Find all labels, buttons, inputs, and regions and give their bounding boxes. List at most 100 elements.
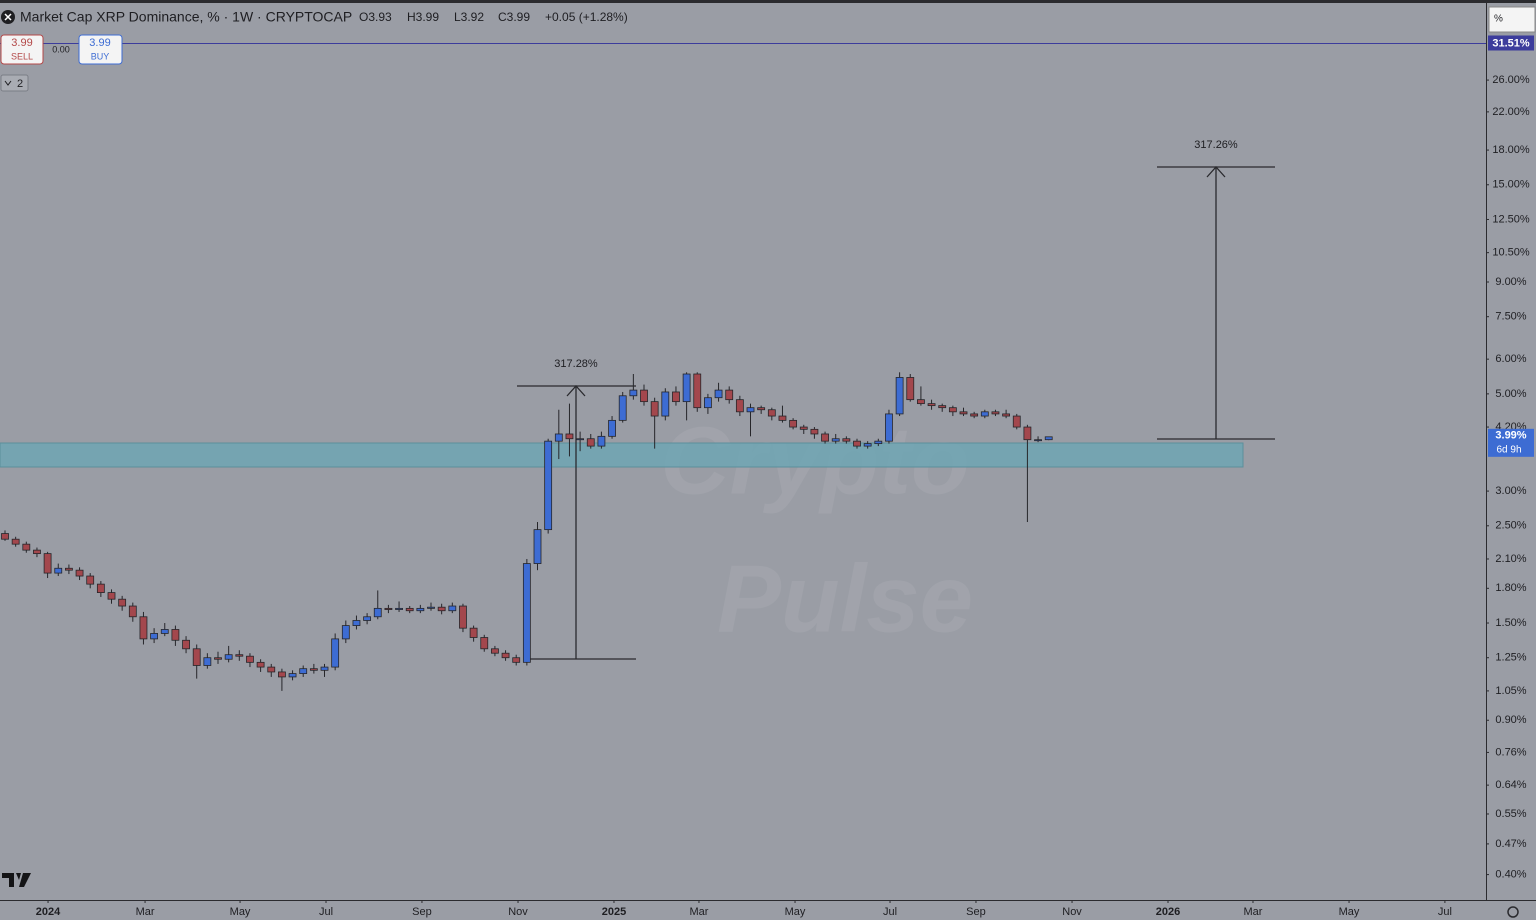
- measure-left: [517, 385, 636, 660]
- candle-body: [501, 652, 510, 659]
- settings-icon[interactable]: [1507, 906, 1519, 918]
- price-line-label-bg: [1488, 35, 1534, 51]
- ohlc-high: H3.99: [407, 10, 439, 24]
- candle-body: [597, 435, 606, 447]
- y-tick-label: 6.00%: [1495, 353, 1526, 365]
- candle-body: [11, 538, 20, 545]
- candle-body: [970, 413, 979, 417]
- candle-body: [895, 377, 904, 415]
- candle-body: [618, 395, 627, 421]
- candle-body: [512, 657, 521, 663]
- candle-body: [704, 397, 712, 409]
- x-tick-label: Mar: [689, 906, 708, 918]
- candle-body: [341, 625, 350, 640]
- x-tick-label: 2024: [36, 906, 61, 918]
- candle-body: [235, 654, 244, 657]
- measure-arrow: [566, 385, 586, 397]
- candle-body: [672, 391, 680, 403]
- candle-body: [278, 671, 286, 678]
- candle-body: [416, 607, 425, 612]
- y-tick-label: 26.00%: [1492, 74, 1530, 86]
- candle-body: [693, 373, 702, 409]
- y-tick-label: 1.80%: [1495, 582, 1526, 594]
- x-tick-label: Nov: [508, 906, 528, 918]
- candle-body: [810, 428, 819, 435]
- buy-price: 3.99: [89, 37, 110, 49]
- candle-body: [544, 440, 553, 531]
- watermark-text: Pulse: [717, 545, 973, 652]
- candle-body: [299, 668, 308, 674]
- collapse-button[interactable]: [0, 74, 29, 92]
- x-tick-label: May: [785, 906, 806, 918]
- candle-body: [948, 407, 957, 413]
- candle-body: [224, 654, 233, 660]
- candle-body: [735, 399, 744, 413]
- candle-body: [150, 633, 159, 640]
- candle-body: [86, 575, 95, 585]
- buy-button[interactable]: [78, 34, 123, 65]
- candle-body: [661, 391, 670, 417]
- candle-body: [43, 553, 52, 574]
- candle-body: [139, 616, 148, 640]
- top-border: [0, 0, 1536, 3]
- y-tick-label: 5.00%: [1495, 388, 1526, 400]
- candle-body: [1012, 415, 1021, 428]
- candle-body: [469, 627, 478, 638]
- candle-body: [917, 399, 925, 405]
- candle-body: [320, 666, 329, 671]
- candle-body: [395, 607, 403, 610]
- last-price-label: 3.99%: [1495, 430, 1526, 442]
- chevron: [4, 80, 12, 86]
- candle-body: [192, 648, 201, 666]
- candle-body: [789, 419, 798, 428]
- candle-body: [309, 668, 318, 671]
- measure-label: 317.28%: [554, 358, 598, 370]
- y-tick-label: 9.00%: [1495, 276, 1526, 288]
- scale-button[interactable]: [1488, 6, 1536, 33]
- candle-body: [831, 438, 840, 442]
- candle-body: [128, 605, 137, 618]
- y-axis: 0.40% 0.47% 0.55% 0.64% 0.76% 0.90% 1.05% 1.25%…: [1486, 74, 1530, 880]
- candle-body: [384, 607, 393, 610]
- x-tick-label: Jul: [319, 906, 333, 918]
- candle-body: [437, 606, 446, 612]
- ohlc-open: O3.93: [359, 10, 392, 24]
- candle-body: [1044, 436, 1053, 441]
- candle-body: [96, 583, 105, 593]
- x-tick-label: Jul: [883, 906, 897, 918]
- y-tick-label: 0.90%: [1495, 714, 1526, 726]
- scale-button-label: %: [1494, 14, 1503, 25]
- candle-body: [160, 629, 169, 634]
- candle-body: [565, 433, 574, 440]
- measure-right: [1157, 166, 1275, 440]
- y-tick-label: 0.55%: [1495, 808, 1526, 820]
- candle-body: [54, 567, 63, 574]
- y-tick-label: 0.47%: [1495, 838, 1526, 850]
- countdown: 6d 9h: [1496, 444, 1521, 455]
- y-tick-label: 2.50%: [1495, 520, 1526, 532]
- candle-body: [352, 620, 361, 626]
- candle-body: [608, 419, 616, 437]
- candle-body: [863, 443, 872, 447]
- price-line-label: 31.51%: [1492, 37, 1530, 49]
- candle-body: [75, 569, 84, 577]
- candle-body: [799, 426, 808, 430]
- spread: 0.00: [52, 44, 70, 54]
- collapse-count: 2: [17, 78, 23, 90]
- candle-body: [991, 411, 1000, 415]
- candle-body: [107, 592, 116, 600]
- candle-body: [1002, 413, 1011, 417]
- x-tick-label: Mar: [1244, 906, 1263, 918]
- y-tick-label: 0.64%: [1495, 779, 1526, 791]
- candle-body: [246, 655, 254, 663]
- candle-body: [746, 407, 755, 413]
- candle-body: [22, 543, 31, 551]
- x-tick-label: May: [230, 906, 251, 918]
- y-tick-label: 10.50%: [1492, 247, 1530, 259]
- sell-button[interactable]: [0, 34, 44, 65]
- candle-body: [959, 411, 968, 415]
- candle-body: [821, 433, 829, 442]
- last-price-bg: [1488, 428, 1534, 457]
- tv-logo[interactable]: [2, 873, 31, 887]
- candle-body: [331, 638, 340, 668]
